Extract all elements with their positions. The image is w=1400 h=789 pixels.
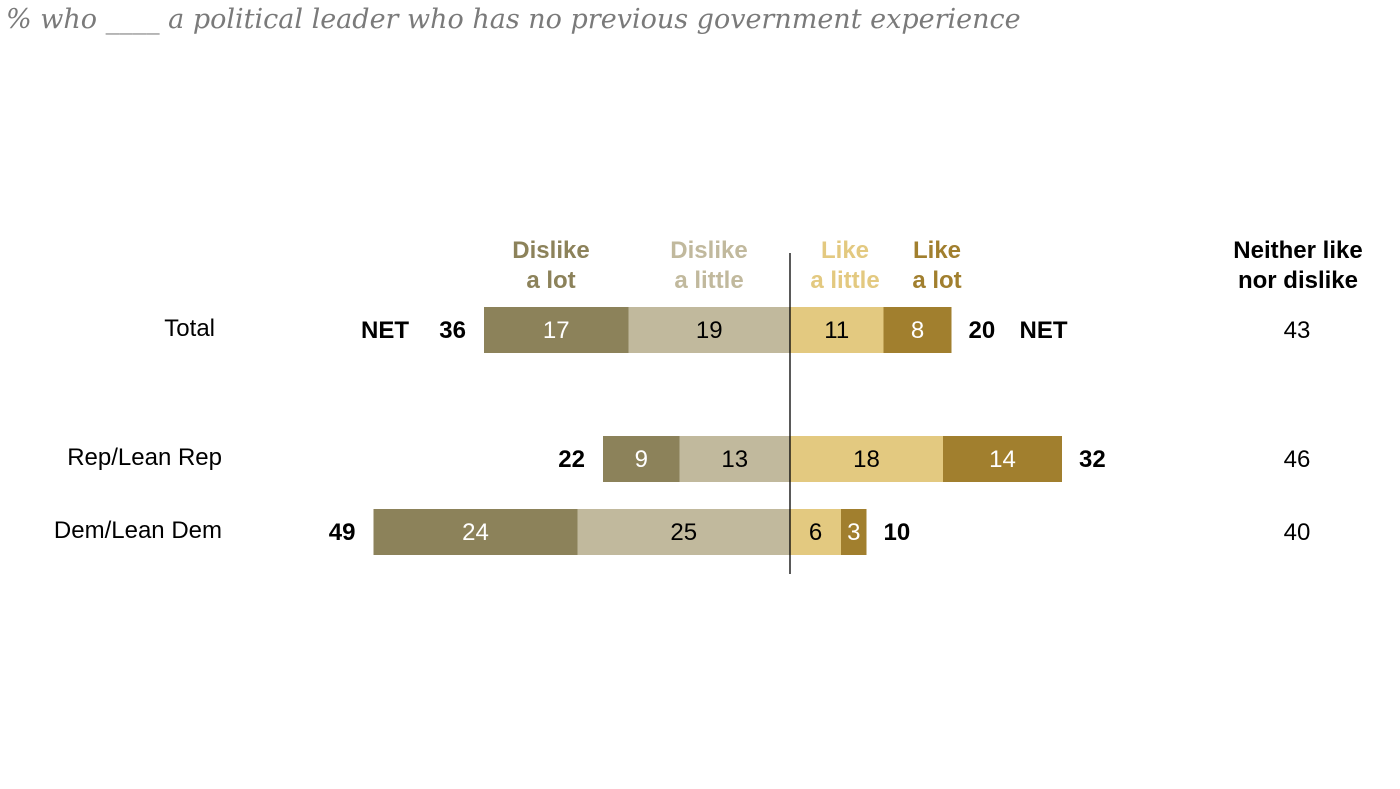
data-label: 19	[696, 317, 723, 344]
data-label: 3	[847, 519, 860, 546]
data-label: 11	[824, 317, 849, 344]
bar-segment	[790, 436, 943, 482]
legend-label: Like	[821, 237, 869, 264]
net-label: NET	[1020, 317, 1068, 344]
category-label: Total	[164, 315, 215, 342]
legend-label: a little	[674, 267, 743, 294]
net-like-value: 10	[884, 519, 911, 546]
net-like-value: 32	[1079, 446, 1106, 473]
data-label: 9	[635, 446, 648, 473]
bar-segment	[943, 436, 1062, 482]
data-label: 13	[721, 446, 748, 473]
legend-label: Dislike	[512, 237, 589, 264]
data-label: 14	[989, 446, 1016, 473]
bar-segment	[790, 509, 841, 555]
net-label: NET	[361, 317, 409, 344]
legend-label: Dislike	[670, 237, 747, 264]
data-label: 17	[543, 317, 570, 344]
data-label: 8	[911, 317, 924, 344]
data-label: 25	[670, 519, 697, 546]
bar-segment	[628, 307, 790, 353]
net-like-value: 20	[969, 317, 996, 344]
legend-label: Like	[913, 237, 961, 264]
bar-segment	[679, 436, 790, 482]
bar-segment	[790, 307, 884, 353]
net-dislike-value: 36	[439, 317, 466, 344]
legend-label: a lot	[912, 267, 961, 294]
bar-segment	[841, 509, 867, 555]
legend-label: a little	[810, 267, 879, 294]
chart-title: % who ____ a political leader who has no…	[6, 4, 1021, 35]
bar-segment	[373, 509, 578, 555]
legend-label: a lot	[526, 267, 575, 294]
data-label: 24	[462, 519, 489, 546]
neither-header: Neither like	[1233, 237, 1362, 264]
neither-header: nor dislike	[1238, 267, 1358, 294]
data-label: 18	[853, 446, 880, 473]
category-label: Rep/Lean Rep	[67, 444, 222, 471]
neither-value: 46	[1284, 446, 1311, 473]
data-label: 6	[809, 519, 822, 546]
net-dislike-value: 49	[329, 519, 356, 546]
bar-segment	[484, 307, 629, 353]
net-dislike-value: 22	[558, 446, 585, 473]
neither-value: 43	[1284, 317, 1311, 344]
category-label: Dem/Lean Dem	[54, 517, 222, 544]
bar-segment	[603, 436, 680, 482]
bar-segment	[883, 307, 952, 353]
bar-segment	[577, 509, 790, 555]
neither-value: 40	[1284, 519, 1311, 546]
